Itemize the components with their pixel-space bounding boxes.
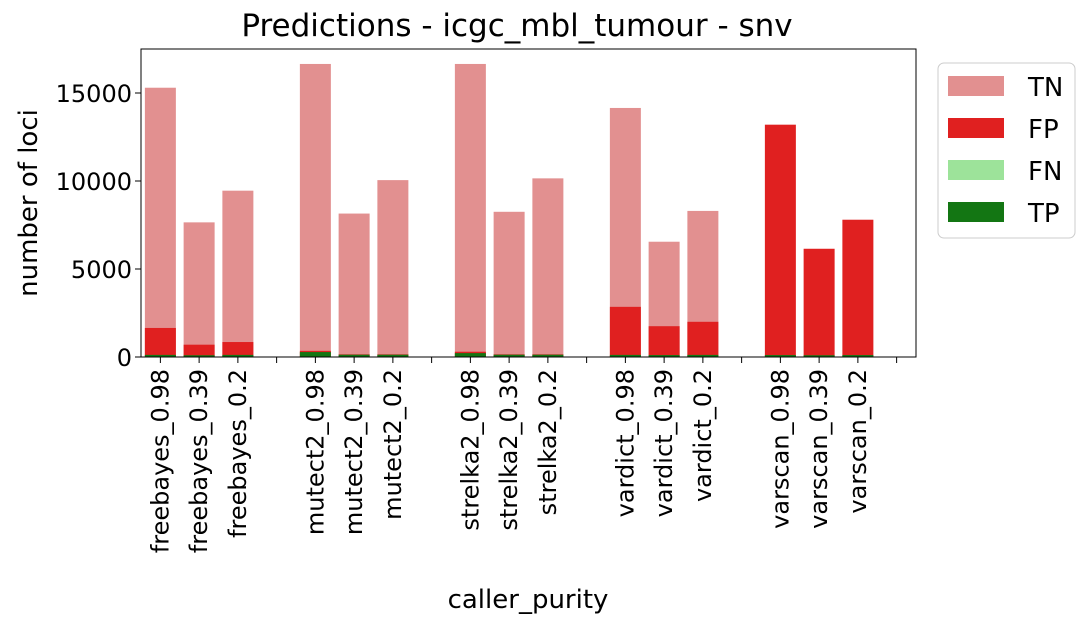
x-tick-label: varscan_0.39 (805, 369, 833, 529)
x-tick-label: varscan_0.2 (844, 369, 872, 514)
bar-tp-strelka2_0.39 (493, 354, 525, 357)
bar-tp-mutect2_0.39 (338, 354, 370, 357)
legend-label-tn: TN (1027, 73, 1063, 103)
x-axis-label: caller_purity (448, 585, 609, 615)
legend-swatch-fn (948, 160, 1004, 180)
bar-fp-varscan_0.98 (764, 124, 796, 358)
y-tick-label: 5000 (71, 256, 132, 284)
bar-tn-mutect2_0.39 (338, 213, 370, 357)
bar-fp-varscan_0.39 (803, 248, 835, 357)
bar-tn-strelka2_0.39 (493, 211, 525, 357)
legend-swatch-fp (948, 118, 1004, 138)
x-axis: freebayes_0.98 freebayes_0.39 freebayes_0.… (146, 357, 898, 553)
bar-fp-vardict_0.98 (609, 306, 641, 357)
y-axis: 0 5000 10000 15000 (56, 80, 141, 372)
bar-fp-vardict_0.2 (687, 321, 719, 357)
x-tick-label: strelka2_0.98 (456, 369, 484, 531)
x-tick-label: mutect2_0.98 (301, 369, 329, 535)
x-tick-label: mutect2_0.39 (340, 369, 368, 535)
bar-tn-strelka2_0.2 (532, 178, 564, 357)
x-tick-label: strelka2_0.2 (534, 369, 562, 515)
x-tick-label: vardict_0.2 (689, 369, 717, 502)
bar-fp-varscan_0.2 (842, 219, 874, 357)
bar-tp-varscan_0.2 (842, 355, 874, 357)
legend-swatch-tp (948, 202, 1004, 222)
bar-fp-freebayes_0.39 (183, 344, 215, 357)
bar-tp-mutect2_0.98 (299, 352, 331, 357)
bar-tp-freebayes_0.98 (144, 354, 176, 357)
legend-swatch-tn (948, 76, 1004, 96)
bar-tp-vardict_0.98 (609, 354, 641, 357)
bar-tp-strelka2_0.98 (454, 353, 486, 357)
bar-tp-varscan_0.98 (764, 355, 796, 357)
bar-tp-varscan_0.39 (803, 355, 835, 357)
bar-tn-freebayes_0.98 (144, 87, 176, 357)
bar-fp-freebayes_0.2 (222, 342, 254, 357)
bar-tp-strelka2_0.2 (532, 354, 564, 357)
bar-tn-mutect2_0.2 (377, 180, 409, 357)
bar-tn-freebayes_0.39 (183, 222, 215, 357)
bars-layer (144, 63, 874, 358)
x-tick-label: freebayes_0.2 (224, 369, 252, 538)
y-tick-label: 15000 (56, 80, 132, 108)
x-tick-label: vardict_0.98 (611, 369, 639, 517)
chart-title: Predictions - icgc_mbl_tumour - snv (241, 8, 792, 44)
legend-box (937, 62, 1076, 239)
legend-label-tp: TP (1027, 199, 1060, 229)
legend-label-fn: FN (1028, 157, 1062, 187)
x-tick-label: vardict_0.39 (650, 369, 678, 517)
plot-frame (140, 48, 917, 358)
y-tick-label: 0 (117, 344, 132, 372)
x-tick-label: freebayes_0.39 (185, 369, 213, 553)
bar-tp-vardict_0.39 (648, 355, 680, 357)
x-tick-label: mutect2_0.2 (379, 369, 407, 520)
y-tick-label: 10000 (56, 168, 132, 196)
bar-tn-mutect2_0.98 (299, 63, 331, 358)
bar-fp-freebayes_0.98 (144, 327, 176, 357)
x-tick-label: freebayes_0.98 (146, 369, 174, 553)
y-axis-label: number of loci (14, 109, 44, 297)
bar-tp-vardict_0.2 (687, 354, 719, 357)
bar-tp-mutect2_0.2 (377, 354, 409, 357)
bar-tn-freebayes_0.2 (222, 190, 254, 357)
bar-tp-freebayes_0.39 (183, 355, 215, 357)
x-tick-label: strelka2_0.39 (495, 369, 523, 531)
legend-label-fp: FP (1028, 115, 1059, 145)
legend[interactable]: TN FP FN TP (937, 62, 1076, 239)
bar-fp-vardict_0.39 (648, 326, 680, 357)
bar-tn-strelka2_0.98 (454, 63, 486, 358)
bar-tp-freebayes_0.2 (222, 354, 254, 357)
x-tick-label: varscan_0.98 (766, 369, 794, 529)
